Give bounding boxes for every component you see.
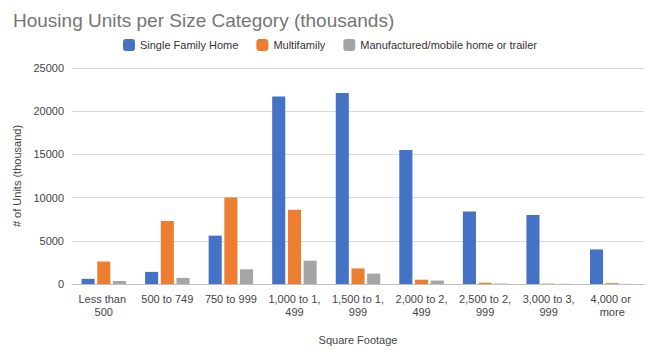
svg-text:750 to 999: 750 to 999 [205,293,257,305]
svg-text:0: 0 [58,278,64,290]
svg-text:499: 499 [285,306,303,318]
svg-text:Manufactured/mobile home or tr: Manufactured/mobile home or trailer [360,39,537,51]
svg-text:Housing Units per Size Categor: Housing Units per Size Category (thousan… [13,10,394,31]
svg-text:1,000 to 1,: 1,000 to 1, [268,293,320,305]
svg-text:10000: 10000 [33,192,64,204]
svg-text:500 to 749: 500 to 749 [141,293,193,305]
svg-text:# of Units (thousand): # of Units (thousand) [11,125,23,227]
svg-text:Less than: Less than [78,293,129,305]
svg-text:999: 999 [349,306,367,318]
svg-text:2,500 to 2,: 2,500 to 2, [459,293,511,305]
svg-text:15000: 15000 [33,148,64,160]
svg-text:499: 499 [412,306,430,318]
svg-text:Single Family Home: Single Family Home [140,39,238,51]
svg-text:2,000 to 2,: 2,000 to 2, [396,293,448,305]
svg-text:1,500 to 1,: 1,500 to 1, [332,293,384,305]
svg-text:4,000 or: 4,000 or [591,293,634,305]
svg-text:Multifamily: Multifamily [273,39,325,51]
svg-text:more: more [600,306,625,318]
svg-text:500: 500 [95,306,113,318]
svg-text:25000: 25000 [33,62,64,74]
svg-text:999: 999 [476,306,494,318]
svg-text:20000: 20000 [33,105,64,117]
svg-text:Square Footage: Square Footage [319,334,398,346]
svg-text:3,000 to 3,: 3,000 to 3, [523,293,575,305]
svg-text:5000: 5000 [40,235,64,247]
svg-text:999: 999 [539,306,557,318]
